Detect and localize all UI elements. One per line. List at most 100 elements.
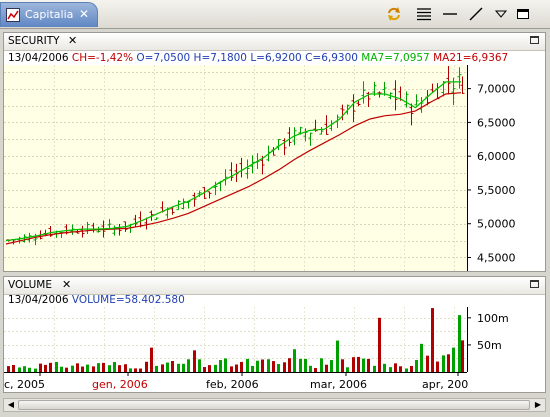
volume-chart[interactable]: 100m 50m c, 2005 gen, 2006 feb, 2006 mar, 200… [4,307,545,392]
volume-bar [426,355,429,372]
volume-bar [357,356,360,372]
scroll-right-arrow[interactable]: ▶ [534,400,542,409]
info-date: 13/04/2006 [8,52,69,64]
volume-bar [134,368,137,372]
scrollbar-thumb[interactable] [18,400,530,410]
refresh-icon[interactable] [383,4,405,24]
info-low: L=6,9200 [250,52,302,64]
volume-bar [246,358,249,372]
volume-bar [394,363,397,372]
volume-bar [261,359,264,372]
price-bar [460,76,465,95]
volume-bar [230,366,233,372]
volume-bar [277,364,280,372]
volume-bar [415,360,418,372]
volume-bar [389,367,392,372]
info-volume: VOLUME=58.402.580 [71,294,185,306]
price-tick-label: 5,5000 [477,184,516,197]
volume-panel: VOLUME ✕ 13/04/2006 VOLUME=58.402.580 10… [3,276,546,393]
volume-bar [378,317,381,372]
volume-bar [251,365,254,372]
maximize-icon[interactable] [530,280,539,288]
ma21-line [5,92,462,245]
maximize-icon[interactable] [530,36,539,44]
close-icon[interactable]: ✕ [62,278,72,291]
view-tab-capitalia[interactable]: Capitalia ✕ [0,2,98,27]
volume-panel-title: VOLUME [8,279,52,291]
volume-bar [171,361,174,372]
volume-bar [182,363,185,372]
info-change: CH=-1,42% [71,52,134,64]
volume-bar [341,359,344,372]
close-icon[interactable]: ✕ [79,7,90,21]
price-chart[interactable]: 7,0000 6,5000 6,0000 5,5000 5,0000 4,5000 [4,65,545,271]
volume-bar [124,364,127,372]
volume-bar [18,367,21,372]
maximize-icon[interactable] [512,4,534,24]
menu-lines-icon[interactable] [413,4,435,24]
price-bar [282,138,287,156]
time-axis-area [4,372,545,392]
volume-bar [198,359,201,372]
price-bar [287,127,292,147]
volume-bar [108,365,111,372]
price-bar [351,94,356,122]
price-bar [149,210,154,221]
price-bar [393,80,398,111]
volume-bar [420,343,423,372]
volume-bar [113,362,116,372]
volume-bar [272,361,275,372]
volume-bar [49,362,52,372]
volume-bar [28,367,31,372]
volume-bar [399,366,402,372]
horizontal-scrollbar[interactable]: ◀ ▶ [3,398,546,412]
volume-bar [60,366,63,372]
price-bar [340,104,345,121]
price-plot-area [4,65,467,271]
price-tick-label: 7,0000 [477,83,516,96]
price-bar [260,155,265,175]
volume-bar [7,366,10,372]
volume-bar [447,354,450,372]
time-tick-label: feb, 2006 [206,378,259,391]
volume-tick-label: 50m [477,339,502,352]
view-menu-icon[interactable] [490,4,512,24]
price-tick-label: 5,0000 [477,218,516,231]
volume-bar [86,364,89,372]
volume-bar [55,361,58,372]
volume-bar [436,361,439,372]
volume-bar [452,347,455,372]
view-tab-title: Capitalia [25,8,74,21]
volume-bar [145,361,148,372]
volume-bar [139,368,142,372]
scroll-left-arrow[interactable]: ◀ [7,400,15,409]
horizontal-line-icon[interactable] [439,4,461,24]
price-tick-label: 6,0000 [477,150,516,163]
volume-bar [352,357,355,372]
volume-bar [461,340,464,372]
price-bar [207,191,212,199]
volume-bar [330,360,333,372]
volume-bar [309,365,312,372]
price-bar [409,103,414,126]
close-icon[interactable]: ✕ [68,34,78,47]
volume-bar [383,363,386,372]
volume-bar [362,358,365,372]
volume-bar [34,368,37,372]
trendline-icon[interactable] [465,4,487,24]
volume-bar [65,367,68,372]
price-tick-label: 6,5000 [477,116,516,129]
volume-info-line: 13/04/2006 VOLUME=58.402.580 [8,294,185,306]
volume-bar [373,365,376,372]
volume-bar [299,358,302,372]
volume-bar [118,365,121,372]
volume-panel-header: VOLUME ✕ [4,277,545,295]
volume-bar [293,349,296,372]
price-bar [308,132,313,146]
volume-bar [288,358,291,372]
volume-bar [155,365,158,372]
volume-bar [431,308,434,372]
info-open: O=7,0500 [136,52,191,64]
info-ma7: MA7=7,0957 [361,52,430,64]
price-bar [170,207,175,215]
